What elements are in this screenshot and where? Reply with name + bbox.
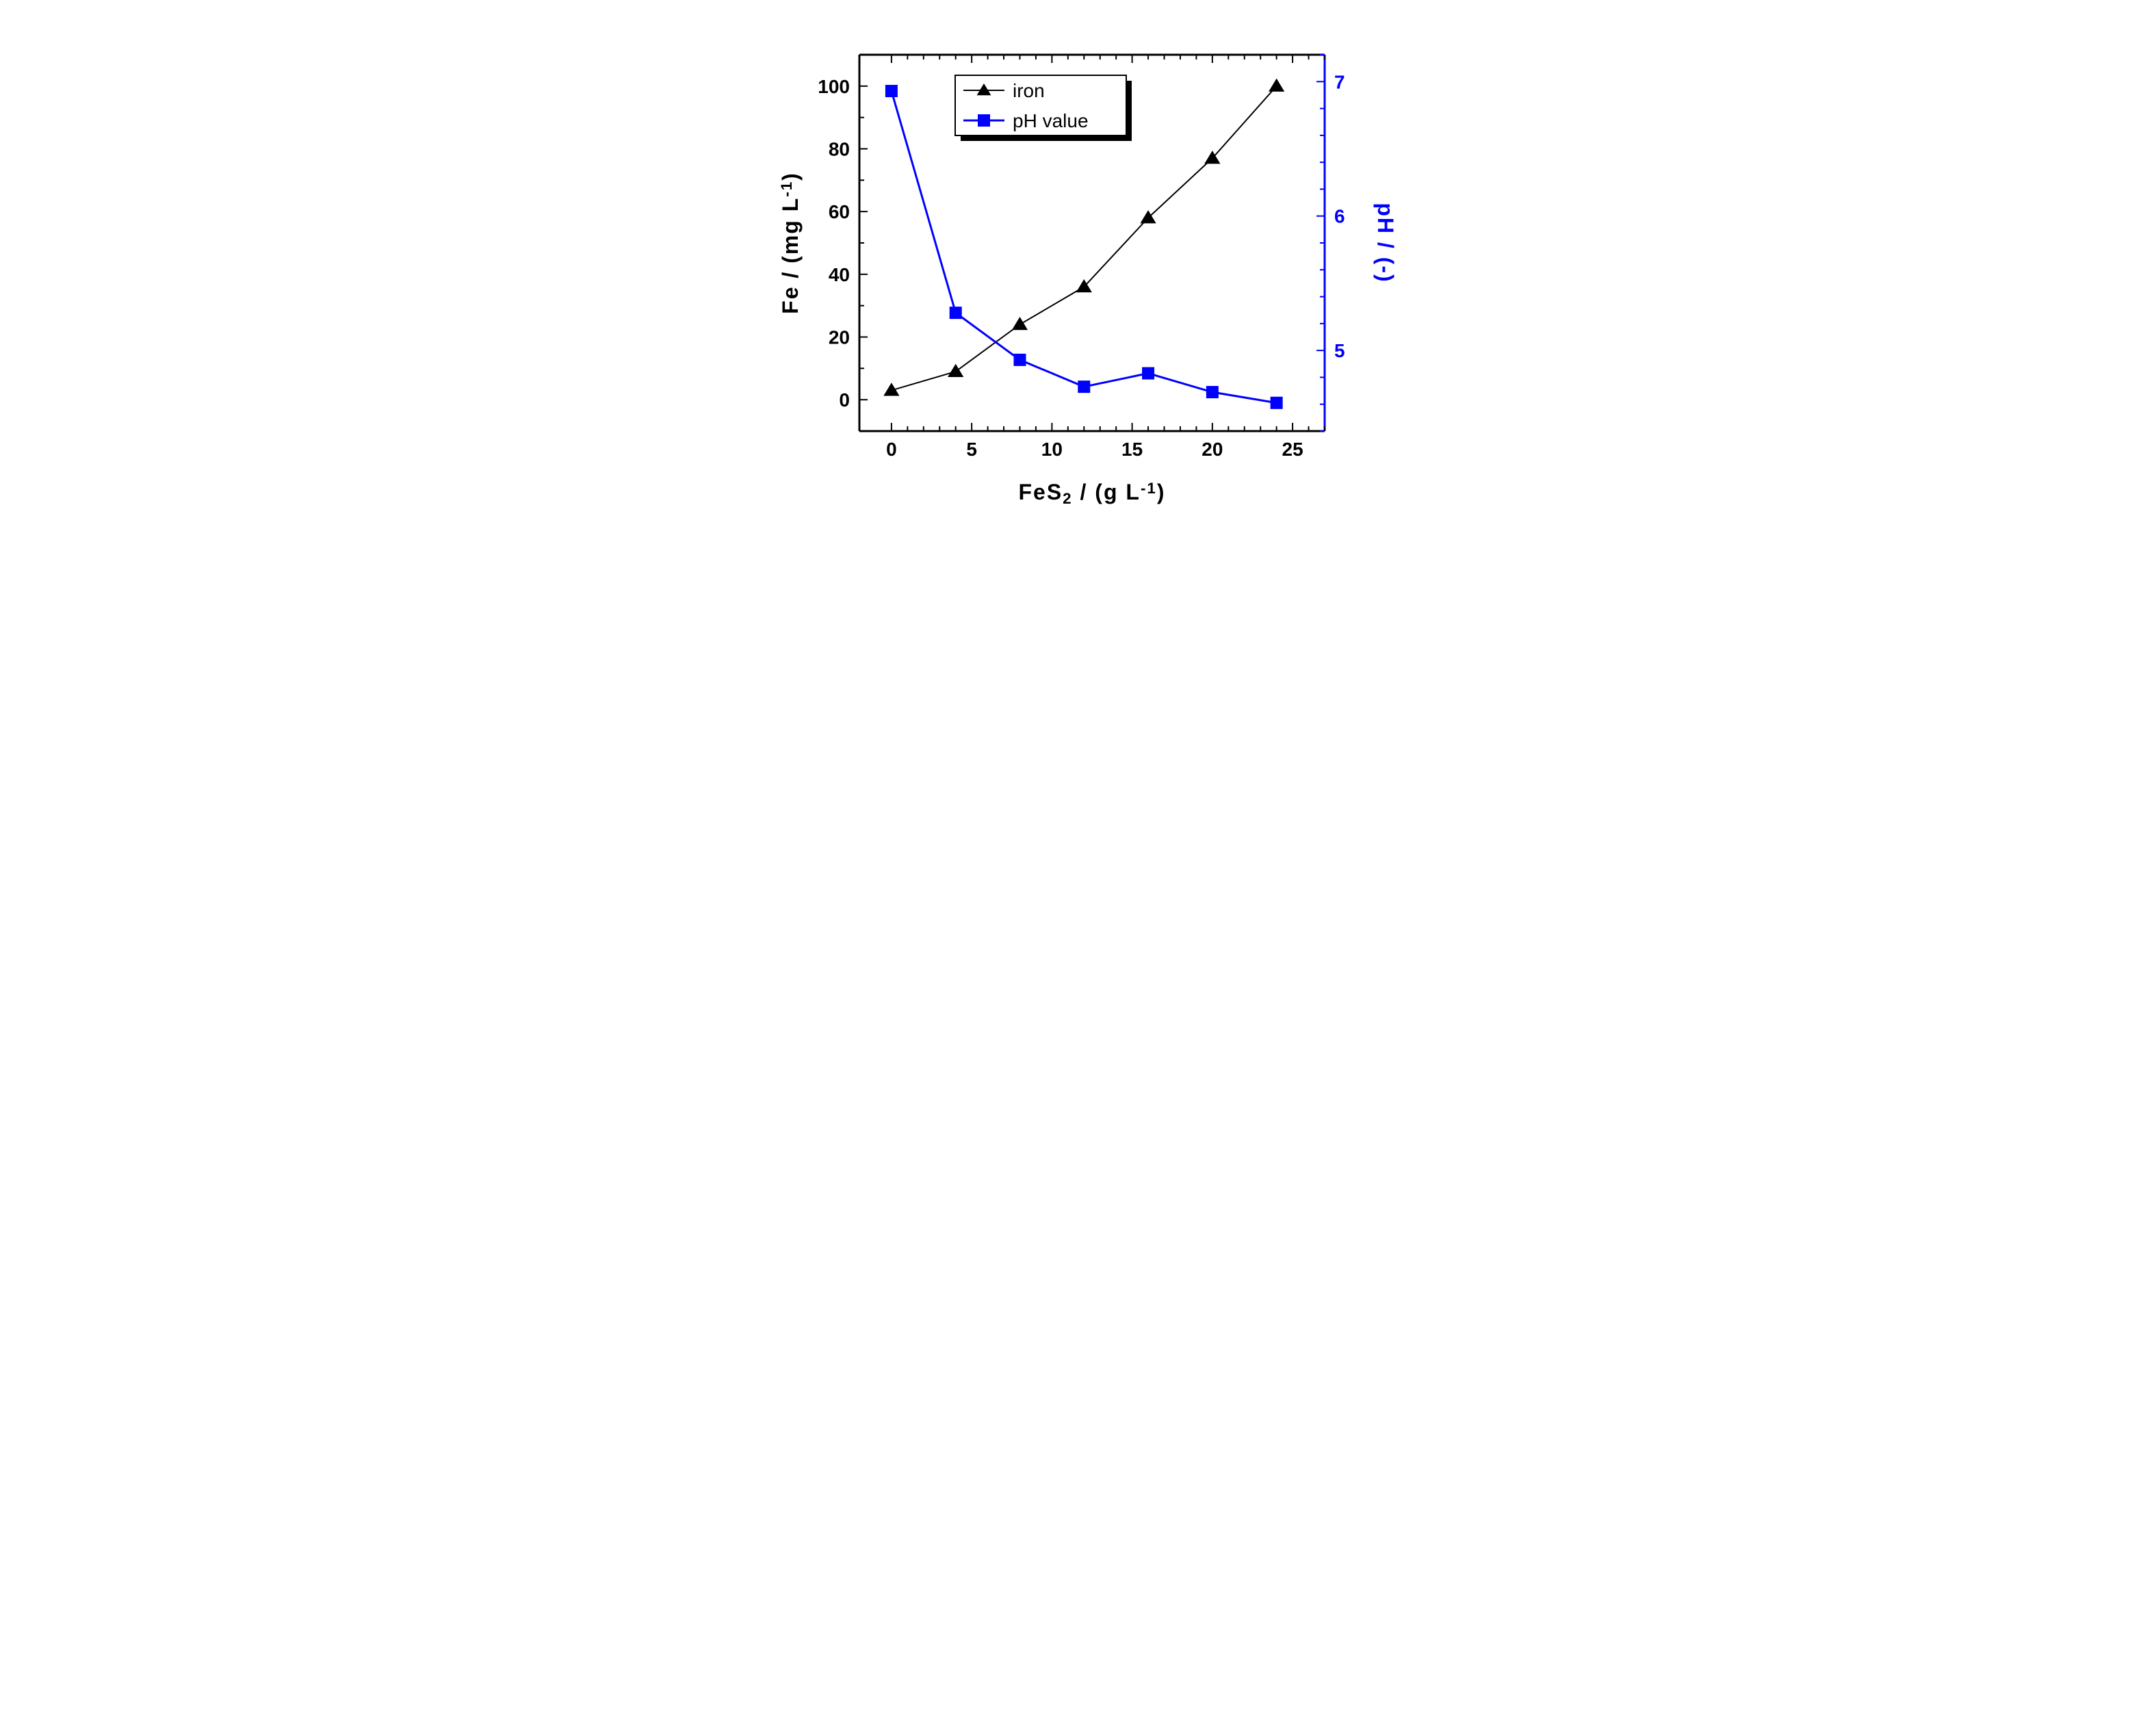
y-left-tick-label: 60 [828,201,849,222]
square-marker-icon [949,307,961,319]
x-tick-label: 25 [1282,439,1303,460]
y-right-tick-label: 5 [1334,340,1345,361]
legend-label: iron [1013,80,1045,101]
x-tick-label: 15 [1121,439,1143,460]
y-right-axis-label: pH / (-) [1373,203,1398,283]
x-tick-label: 0 [886,439,897,460]
y-left-tick-label: 80 [828,139,849,160]
x-tick-label: 20 [1202,439,1223,460]
y-left-tick-label: 20 [828,327,849,348]
chart-container: 0 5 10 15 20 25 FeS2 / (g L-1) 0 20 40 60 80 100 Fe /… [757,27,1400,547]
triangle-marker-icon [948,364,963,377]
square-marker-icon [1206,386,1218,398]
square-marker-icon [885,85,897,97]
dual-axis-chart: 0 5 10 15 20 25 FeS2 / (g L-1) 0 20 40 60 80 100 Fe /… [757,27,1400,547]
y-left-tick-label: 0 [839,389,850,411]
x-tick-label: 5 [966,439,977,460]
x-tick-label: 10 [1041,439,1062,460]
y-right-tick-label: 6 [1334,206,1345,227]
y-left-axis-label: Fe / (mg L-1) [778,172,803,314]
square-marker-icon [978,114,990,127]
x-axis-label: FeS2 / (g L-1) [1018,480,1165,507]
triangle-marker-icon [1011,317,1027,330]
triangle-marker-icon [1269,79,1284,92]
square-marker-icon [1270,397,1282,409]
legend-label: pH value [1013,110,1089,131]
y-left-tick-label: 100 [818,76,850,97]
square-marker-icon [1078,380,1090,393]
y-left-tick-label: 40 [828,264,849,285]
y-right-tick-label: 7 [1334,71,1345,92]
square-marker-icon [1013,354,1026,366]
square-marker-icon [1142,367,1154,380]
